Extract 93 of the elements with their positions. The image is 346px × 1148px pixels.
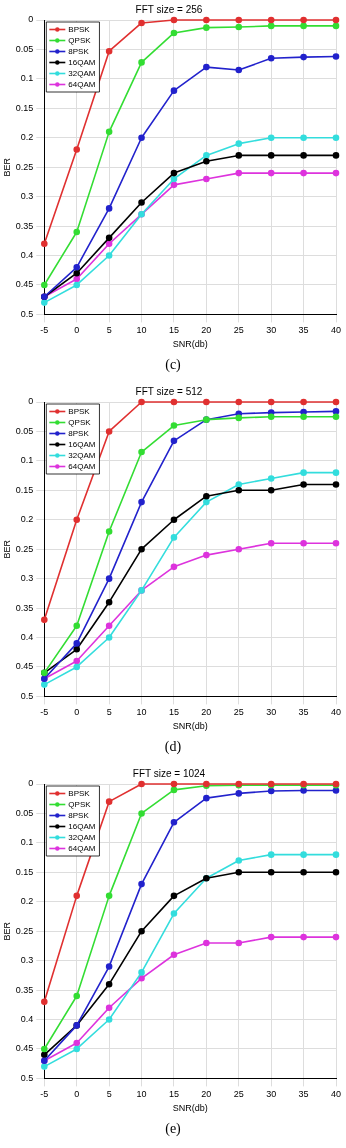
x-tick-label: 30 [266, 325, 277, 336]
y-tick-label: 0.25 [15, 543, 34, 554]
legend-label: 32QAM [68, 832, 96, 842]
y-tick-label: 0.3 [20, 955, 34, 966]
y-tick-label: 0 [28, 778, 34, 789]
x-tick-label: 35 [298, 1089, 309, 1100]
y-tick-label: 0.25 [15, 161, 34, 172]
y-tick-label: 0.05 [15, 425, 34, 436]
x-tick-label: 40 [330, 707, 342, 718]
x-tick-label: 15 [168, 325, 179, 336]
legend-label: BPSK [68, 788, 91, 798]
y-tick-label: 0.5 [20, 1072, 34, 1083]
x-tick-label: 10 [136, 325, 147, 336]
legend-label: QPSK [68, 417, 92, 427]
x-axis-title: SNR(db) [172, 339, 208, 350]
x-tick-label: -5 [40, 707, 49, 718]
y-tick-label: 0.5 [20, 690, 34, 701]
chart-title: FFT size = 1024 [132, 767, 206, 779]
x-axis-title: SNR(db) [172, 721, 208, 732]
y-tick-label: 0.45 [15, 661, 34, 672]
y-tick-label: 0 [28, 14, 34, 25]
legend-label: QPSK [68, 35, 92, 45]
x-tick-label: 20 [201, 325, 212, 336]
x-tick-label: 5 [106, 325, 112, 336]
y-tick-label: 0.2 [20, 896, 34, 907]
x-tick-label: 25 [233, 1089, 244, 1100]
legend-label: BPSK [68, 24, 91, 34]
x-tick-label: 5 [106, 707, 112, 718]
x-tick-label: -5 [40, 1089, 49, 1100]
y-tick-label: 0.05 [15, 43, 34, 54]
legend-label: 32QAM [68, 450, 96, 460]
y-tick-label: 0.4 [20, 250, 34, 260]
legend-label: BPSK [68, 406, 91, 416]
x-tick-label: 25 [233, 707, 244, 718]
text: (c) [164, 356, 182, 374]
y-tick-label: 0.05 [15, 807, 34, 818]
y-tick-label: 0.2 [20, 514, 34, 525]
y-tick-label: 0 [28, 396, 34, 407]
x-tick-label: 10 [136, 707, 147, 718]
x-tick-label: 20 [201, 707, 212, 718]
y-tick-label: 0.1 [20, 73, 34, 84]
x-tick-label: 0 [74, 707, 80, 718]
legend-label: 16QAM [68, 57, 96, 67]
legend-label: 16QAM [68, 821, 96, 831]
legend-label: 16QAM [68, 439, 96, 449]
y-tick-label: 0.4 [20, 632, 34, 642]
x-tick-label: -5 [40, 325, 49, 336]
x-tick-label: 0 [74, 325, 80, 336]
y-tick-label: 0.3 [20, 191, 34, 202]
y-tick-label: 0.15 [15, 484, 34, 495]
y-tick-label: 0.3 [20, 573, 34, 584]
legend-label: 64QAM [68, 843, 96, 853]
x-tick-label: 35 [298, 707, 309, 718]
x-tick-label: 15 [168, 1089, 179, 1100]
y-tick-label: 0.5 [20, 308, 34, 319]
x-tick-label: 10 [136, 1089, 147, 1100]
y-tick-label: 0.1 [20, 837, 34, 848]
y-tick-label: 0.35 [15, 602, 34, 613]
y-tick-label: 0.15 [15, 102, 34, 113]
legend-label: 8PSK [68, 428, 90, 438]
legend-label: 64QAM [68, 79, 96, 89]
x-tick-label: 40 [330, 325, 342, 336]
y-tick-label: 0.15 [15, 866, 34, 877]
x-tick-label: 0 [74, 1089, 80, 1100]
y-tick-label: 0.1 [20, 455, 34, 466]
x-tick-label: 25 [233, 325, 244, 336]
legend-label: 8PSK [68, 46, 90, 56]
x-tick-label: 5 [106, 1089, 112, 1100]
y-tick-label: 0.25 [15, 925, 34, 936]
chart-title: FFT size = 512 [135, 385, 203, 397]
y-axis-title: BER [1, 921, 12, 941]
y-axis-title: BER [1, 539, 12, 559]
y-tick-label: 0.2 [20, 132, 34, 143]
chart-title: FFT size = 256 [135, 3, 203, 15]
y-tick-label: 0.35 [15, 220, 34, 231]
text: (e) [164, 1120, 182, 1138]
x-tick-label: 15 [168, 707, 179, 718]
x-tick-label: 35 [298, 325, 309, 336]
x-tick-label: 20 [201, 1089, 212, 1100]
legend-label: 8PSK [68, 810, 90, 820]
y-axis-title: BER [1, 157, 12, 177]
x-tick-label: 40 [330, 1089, 342, 1100]
legend-label: 32QAM [68, 68, 96, 78]
y-tick-label: 0.45 [15, 1043, 34, 1054]
x-tick-label: 30 [266, 707, 277, 718]
legend-label: QPSK [68, 799, 92, 809]
legend-label: 64QAM [68, 461, 96, 471]
x-axis-title: SNR(db) [172, 1103, 208, 1114]
y-tick-label: 0.45 [15, 279, 34, 290]
x-tick-label: 30 [266, 1089, 277, 1100]
text: (d) [163, 738, 183, 756]
y-tick-label: 0.4 [20, 1014, 34, 1024]
y-tick-label: 0.35 [15, 984, 34, 995]
